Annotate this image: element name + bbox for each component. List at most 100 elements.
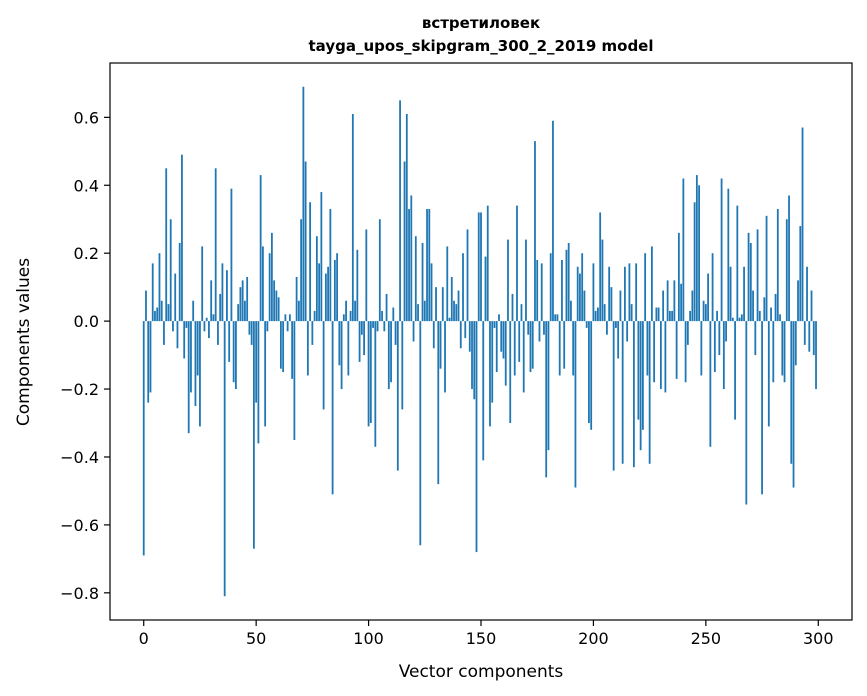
bar [468, 321, 471, 352]
bar [792, 321, 795, 488]
bar [815, 321, 817, 390]
bar [311, 321, 314, 345]
bar [599, 212, 602, 322]
bar [641, 321, 644, 430]
y-axis-label: Components values [14, 258, 34, 426]
bar [430, 263, 433, 322]
bar [776, 209, 779, 322]
bar [536, 259, 539, 322]
bar [214, 168, 217, 322]
bar [309, 202, 312, 322]
bar [203, 321, 206, 332]
bar [154, 310, 156, 322]
bar [320, 192, 323, 322]
bar [486, 205, 489, 322]
bar [498, 314, 500, 322]
bar [264, 321, 267, 427]
bar [617, 321, 620, 359]
bar [749, 243, 752, 322]
bar [664, 321, 667, 393]
bar [421, 243, 424, 322]
bar [324, 273, 327, 322]
bar [592, 263, 595, 322]
x-axis: 0 50 100 150 200 250 300 [139, 620, 834, 648]
bar [459, 321, 462, 349]
bar [158, 253, 161, 322]
bar [702, 300, 705, 322]
bar [480, 212, 482, 322]
bar [585, 321, 588, 328]
bar [446, 246, 449, 322]
bar [758, 310, 761, 322]
bar [327, 266, 329, 322]
bar [563, 321, 566, 369]
bar [282, 321, 285, 373]
bar [342, 314, 345, 322]
bar [482, 321, 485, 461]
bar [273, 280, 276, 322]
bar [716, 310, 718, 322]
bar [185, 321, 188, 328]
bar [734, 321, 736, 420]
bar [190, 321, 192, 393]
bar [279, 321, 282, 369]
bar [747, 232, 750, 322]
bar [396, 321, 399, 471]
bar [257, 321, 260, 444]
bar [417, 304, 419, 322]
bar [518, 321, 521, 362]
bar [356, 249, 359, 322]
bar [722, 321, 725, 390]
bar [450, 276, 453, 322]
bar [291, 321, 294, 379]
bar [545, 321, 548, 478]
bar [394, 321, 397, 345]
bar [196, 321, 199, 376]
y-tick-label: −0.6 [60, 516, 99, 535]
bar [516, 205, 518, 322]
bar [686, 321, 689, 345]
bar [767, 321, 770, 427]
bar [799, 226, 802, 322]
bar [549, 253, 552, 322]
bar [199, 321, 201, 427]
bar [572, 321, 575, 376]
bar [405, 113, 408, 322]
bar [698, 185, 700, 322]
bar [720, 178, 723, 322]
bar [435, 287, 437, 322]
x-tick-label: 150 [466, 629, 497, 648]
bar [237, 304, 240, 322]
bar [704, 304, 707, 322]
bar [165, 168, 168, 322]
bar [509, 321, 512, 424]
bar [583, 290, 586, 322]
bar [700, 321, 703, 376]
bar [235, 321, 237, 390]
bar [655, 307, 658, 322]
bar [437, 321, 440, 485]
bar [221, 263, 224, 322]
bar [226, 270, 228, 322]
bar [340, 321, 343, 390]
bar [183, 321, 186, 359]
bar [794, 321, 797, 366]
bar [500, 321, 503, 352]
bar [597, 307, 599, 322]
bar [621, 321, 624, 464]
x-tick-label: 200 [578, 629, 609, 648]
y-tick-label: 0.4 [74, 176, 99, 195]
bar [765, 215, 768, 322]
bar [610, 287, 613, 322]
bar [401, 321, 404, 410]
bar [408, 209, 410, 322]
bar [351, 113, 354, 322]
bar [210, 280, 213, 322]
bar [295, 276, 298, 322]
bar [790, 321, 793, 464]
bar [628, 263, 631, 322]
bar [284, 314, 287, 322]
bar [414, 236, 417, 322]
bar [462, 253, 464, 322]
bar [383, 321, 386, 332]
